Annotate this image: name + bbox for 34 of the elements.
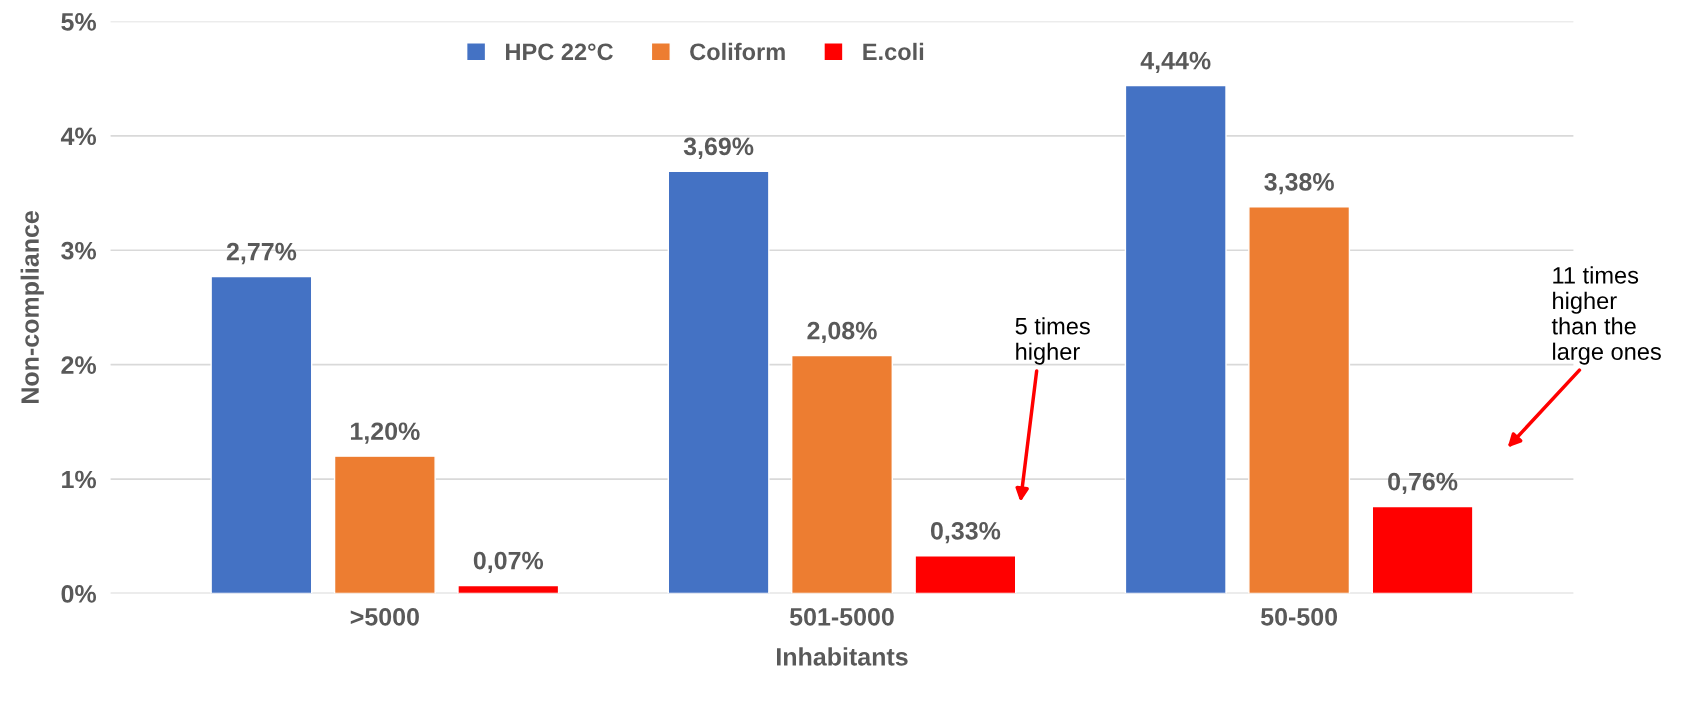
data-label: 2,77% — [226, 242, 297, 265]
bar — [667, 170, 770, 594]
data-label: 0,33% — [930, 521, 1001, 544]
legend-label: HPC 22°C — [506, 43, 613, 61]
annotation: 5 times higher — [1015, 317, 1090, 365]
legend-label: E.coli — [863, 42, 924, 61]
data-label: 4,44% — [1140, 51, 1211, 74]
legend-label: Coliform — [690, 42, 785, 61]
y-axis-title: Non-compliance — [20, 211, 44, 404]
annotation: 11 times higher than the large ones — [1551, 266, 1661, 365]
y-tick-label: 3% — [61, 241, 97, 260]
y-tick-label: 1% — [62, 470, 97, 489]
bar — [791, 354, 893, 594]
bar — [1371, 505, 1474, 594]
x-tick-label: >5000 — [350, 608, 419, 626]
y-tick-label: 0% — [61, 585, 97, 603]
bar — [210, 275, 313, 594]
data-label: 0,07% — [473, 551, 544, 574]
y-tick-label: 4% — [60, 127, 97, 146]
data-label: 3,69% — [683, 137, 754, 159]
bar — [333, 455, 436, 594]
bar — [914, 555, 1017, 594]
bar — [1248, 206, 1351, 594]
x-tick-label: 501-5000 — [789, 608, 894, 626]
data-label: 1,20% — [350, 422, 420, 444]
data-label: 0,76% — [1388, 472, 1458, 495]
x-tick-label: 50-500 — [1260, 608, 1338, 626]
bar — [457, 584, 560, 594]
data-label: 3,38% — [1264, 173, 1334, 195]
y-tick-label: 2% — [61, 356, 97, 374]
data-label: 2,08% — [807, 321, 877, 344]
y-tick-label: 5% — [61, 13, 97, 31]
bar — [1124, 84, 1227, 594]
x-axis-title: Inhabitants — [777, 647, 908, 666]
